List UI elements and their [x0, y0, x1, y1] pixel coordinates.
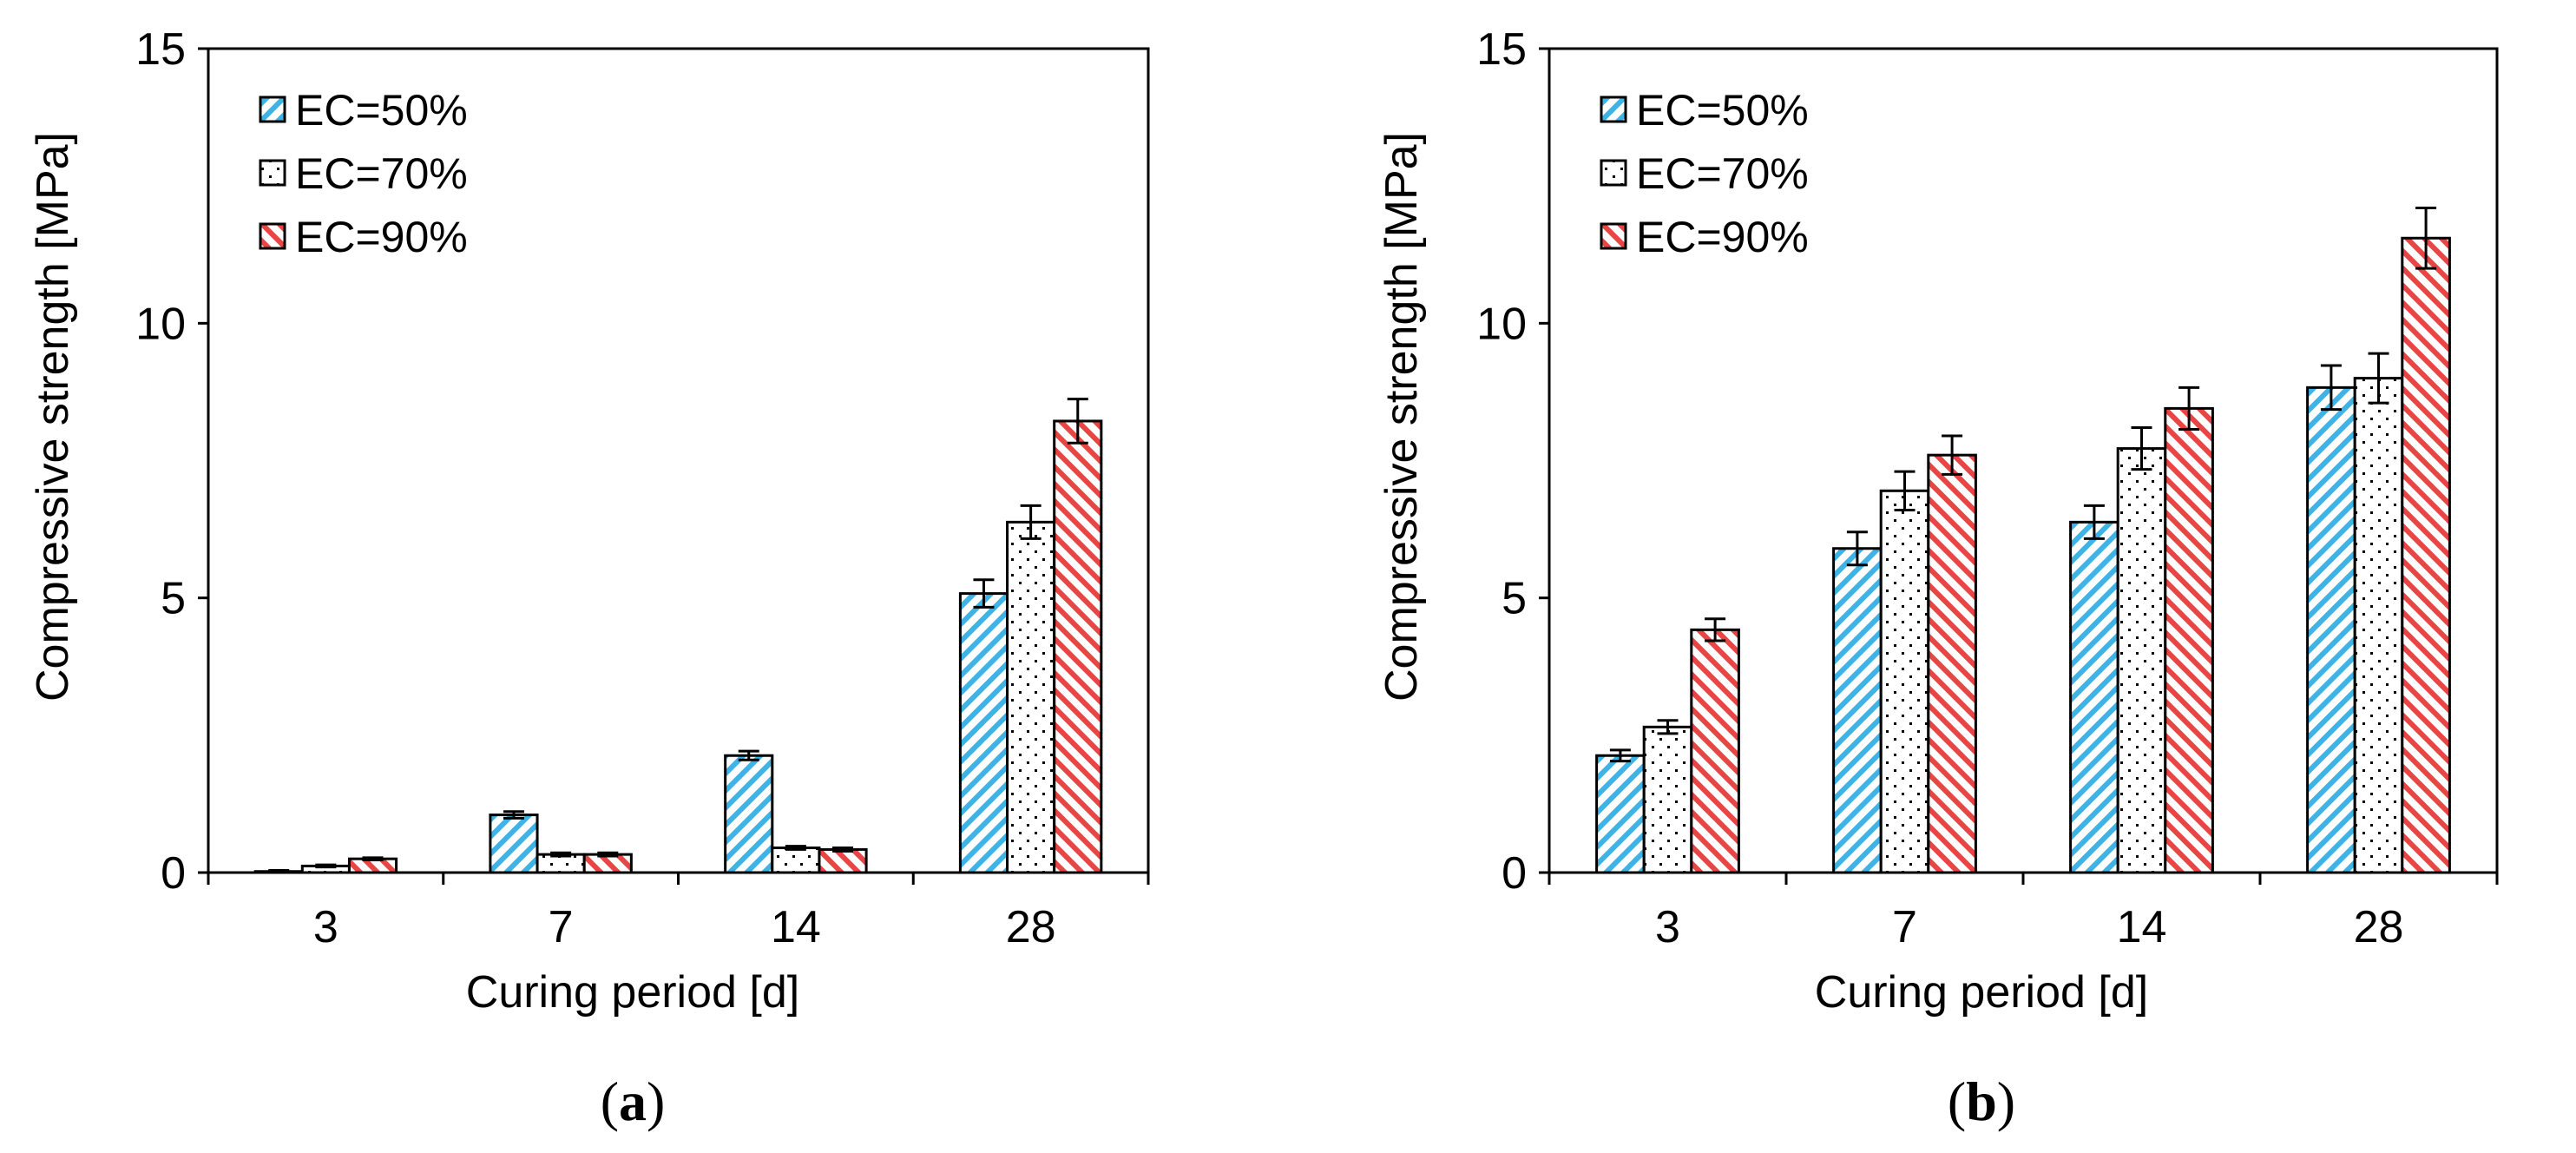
bar: [2069, 520, 2119, 874]
bar: [958, 592, 1009, 874]
x-tick-label: 28: [2354, 902, 2404, 952]
y-tick-label: 10: [1476, 299, 1527, 349]
legend-swatch: [1600, 96, 1627, 123]
x-tick-label: 3: [313, 902, 338, 952]
x-axis-label: Curing period [d]: [1815, 967, 2148, 1018]
bar: [2116, 447, 2167, 874]
bar: [2306, 385, 2356, 874]
x-tick-label: 28: [1006, 902, 1056, 952]
y-axis-label: Compressive strength [MPa]: [28, 132, 78, 702]
y-tick-label: 5: [161, 574, 186, 624]
x-tick-label: 3: [1655, 902, 1680, 952]
legend-swatch: [259, 96, 286, 123]
y-tick-label: 10: [135, 299, 186, 349]
chart-panel-b: Compressive strength [MPa] Curing period…: [1377, 24, 2499, 1132]
bar: [489, 814, 539, 874]
legend-label: EC=50%: [295, 86, 468, 135]
legend-label: EC=90%: [1636, 213, 1809, 261]
y-tick-label: 0: [161, 848, 186, 899]
y-tick-label: 5: [1502, 574, 1527, 624]
x-tick-label: 14: [771, 902, 821, 952]
panel-caption: (a): [601, 1071, 666, 1132]
bar: [1832, 547, 1883, 874]
y-axis-label: Compressive strength [MPa]: [1377, 132, 1427, 702]
legend-swatch: [1600, 159, 1627, 187]
legend-swatch: [259, 159, 286, 187]
legend-label: EC=70%: [1636, 149, 1809, 198]
legend-swatch: [259, 222, 286, 250]
bar: [1053, 419, 1103, 874]
bar: [724, 754, 774, 874]
bar: [2164, 406, 2214, 874]
legend-label: EC=50%: [1636, 86, 1809, 135]
y-tick-label: 15: [1476, 24, 1527, 75]
bar: [2353, 377, 2404, 874]
bar: [1595, 754, 1646, 874]
x-tick-label: 7: [1892, 902, 1917, 952]
bar: [1690, 628, 1740, 874]
y-tick-label: 15: [135, 24, 186, 75]
chart-panel-a: Compressive strength [MPa] Curing period…: [28, 24, 1150, 1132]
bar: [1006, 520, 1056, 874]
x-axis-label: Curing period [d]: [466, 967, 799, 1018]
panel-caption: (b): [1948, 1071, 2015, 1132]
bar: [2401, 236, 2451, 874]
x-tick-label: 7: [549, 902, 574, 952]
legend-swatch: [1600, 222, 1627, 250]
bar: [771, 847, 821, 874]
bar: [1927, 453, 1977, 874]
x-tick-label: 14: [2117, 902, 2167, 952]
bar: [1879, 489, 1930, 874]
legend-label: EC=70%: [295, 149, 468, 198]
bar: [818, 847, 868, 874]
bar: [1642, 725, 1693, 874]
y-tick-label: 0: [1502, 848, 1527, 899]
legend-label: EC=90%: [295, 213, 468, 261]
